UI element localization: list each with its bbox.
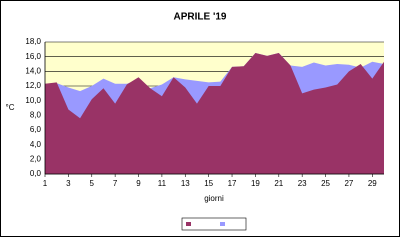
y-tick-label: 4,0 [30, 140, 42, 149]
x-tick-label: 23 [298, 179, 307, 188]
x-tick-label: 9 [136, 179, 141, 188]
area [45, 53, 384, 174]
x-tick-label: 3 [66, 179, 71, 188]
y-tick-label: 2,0 [30, 154, 42, 163]
y-tick-label: 8,0 [30, 110, 42, 119]
x-tick-label: 21 [274, 179, 283, 188]
x-tick-label: 5 [90, 179, 95, 188]
x-tick-label: 7 [113, 179, 118, 188]
y-tick-label: 18,0 [25, 37, 41, 46]
x-tick-label: 13 [181, 179, 190, 188]
legend-box [181, 217, 247, 231]
y-tick-label: 10,0 [25, 96, 41, 105]
y-tick-label: 0,0 [30, 169, 42, 178]
x-tick-label: 15 [204, 179, 213, 188]
x-tick-label: 25 [321, 179, 330, 188]
legend-swatch [186, 222, 191, 226]
y-axis-label: °C [6, 103, 15, 112]
legend [181, 217, 247, 231]
x-tick-label: 27 [344, 179, 353, 188]
y-tick-label: 6,0 [30, 125, 42, 134]
x-axis-label: giorni [204, 194, 224, 203]
x-tick-label: 29 [368, 179, 377, 188]
x-tick-label: 1 [43, 179, 48, 188]
y-tick-label: 14,0 [25, 66, 41, 75]
chart-title: APRILE '19 [174, 12, 227, 23]
y-tick-label: 16,0 [25, 52, 41, 61]
x-tick-label: 19 [251, 179, 260, 188]
legend-swatch [220, 222, 225, 226]
x-tick-label: 17 [228, 179, 237, 188]
y-tick-label: 12,0 [25, 81, 41, 90]
x-tick-label: 11 [158, 179, 167, 188]
